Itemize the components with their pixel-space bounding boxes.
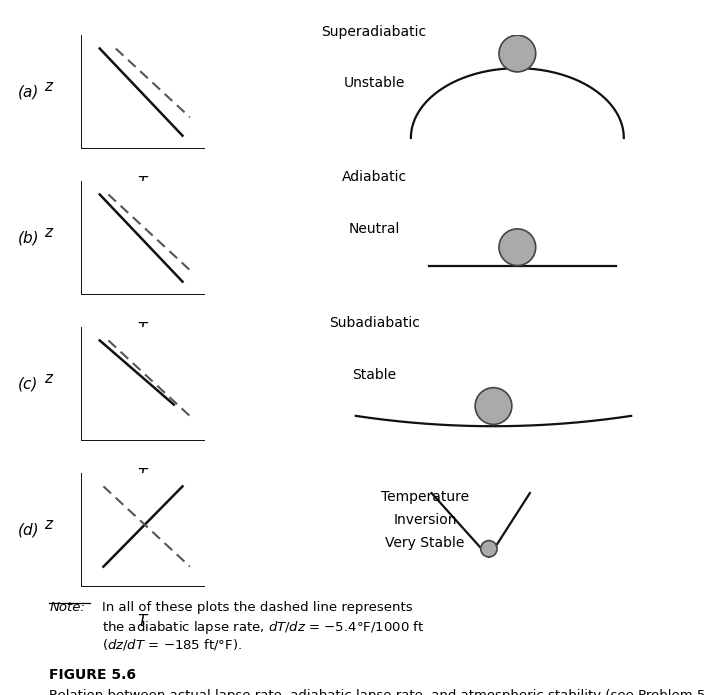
Text: $z$: $z$ xyxy=(44,79,54,94)
Text: Subadiabatic: Subadiabatic xyxy=(329,316,419,330)
Text: $T$: $T$ xyxy=(137,320,149,336)
Text: $z$: $z$ xyxy=(44,370,54,386)
Text: $z$: $z$ xyxy=(44,224,54,240)
Circle shape xyxy=(499,35,536,72)
Text: Stable: Stable xyxy=(352,368,396,382)
Text: Neutral: Neutral xyxy=(349,222,400,236)
Text: $T$: $T$ xyxy=(137,174,149,190)
Text: the adiabatic lapse rate, $dT/dz$ = $-$5.4°F/1000 ft: the adiabatic lapse rate, $dT/dz$ = $-$5… xyxy=(102,619,425,636)
Text: ($dz/dT$ = $-$185 ft/°F).: ($dz/dT$ = $-$185 ft/°F). xyxy=(102,637,242,653)
Text: $T$: $T$ xyxy=(137,612,149,628)
Circle shape xyxy=(499,229,536,265)
Text: (a): (a) xyxy=(18,85,39,99)
Text: Relation between actual lapse rate, adiabatic lapse rate, and atmospheric stabil: Relation between actual lapse rate, adia… xyxy=(49,689,706,695)
Text: FIGURE 5.6: FIGURE 5.6 xyxy=(49,668,136,682)
Text: $z$: $z$ xyxy=(44,516,54,532)
Circle shape xyxy=(481,541,497,557)
Text: Superadiabatic: Superadiabatic xyxy=(322,24,426,38)
Text: Inversion: Inversion xyxy=(393,513,457,527)
Text: Temperature: Temperature xyxy=(381,490,469,504)
Circle shape xyxy=(475,388,512,425)
Text: $T$: $T$ xyxy=(137,466,149,482)
Text: Unstable: Unstable xyxy=(344,76,405,90)
Text: (b): (b) xyxy=(18,231,39,245)
Text: (c): (c) xyxy=(18,377,38,391)
Text: Adiabatic: Adiabatic xyxy=(342,170,407,184)
Text: Very Stable: Very Stable xyxy=(385,536,465,550)
Text: In all of these plots the dashed line represents: In all of these plots the dashed line re… xyxy=(102,601,413,614)
Text: Note:: Note: xyxy=(49,601,85,614)
Text: (d): (d) xyxy=(18,523,39,537)
